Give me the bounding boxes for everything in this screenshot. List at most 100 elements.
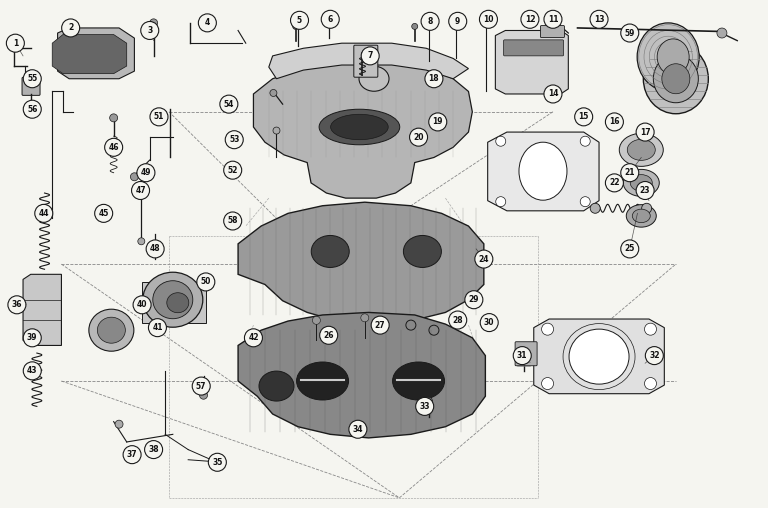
Circle shape [144,440,163,459]
Circle shape [480,313,498,332]
Circle shape [244,329,263,347]
Circle shape [590,203,601,213]
Circle shape [449,311,467,329]
FancyBboxPatch shape [515,342,537,366]
Text: 48: 48 [150,244,161,253]
Text: 57: 57 [196,382,207,391]
Polygon shape [23,274,61,345]
Circle shape [636,181,654,200]
Text: 1: 1 [13,39,18,48]
Circle shape [541,377,554,390]
Text: 53: 53 [229,135,240,144]
Text: 19: 19 [432,117,443,126]
Ellipse shape [627,139,655,161]
Circle shape [717,28,727,38]
Circle shape [495,197,506,207]
Circle shape [137,238,145,245]
Circle shape [192,377,210,395]
Text: 34: 34 [353,425,363,434]
Circle shape [605,174,624,192]
Text: 23: 23 [640,186,650,195]
Polygon shape [488,132,599,211]
Circle shape [544,85,562,103]
Circle shape [429,113,447,131]
Text: 27: 27 [375,321,386,330]
Text: 11: 11 [548,15,558,24]
Circle shape [425,397,432,405]
Text: 36: 36 [12,300,22,309]
Circle shape [521,10,539,28]
Circle shape [621,164,639,182]
Text: 15: 15 [578,112,589,121]
Circle shape [270,89,277,97]
Text: 25: 25 [624,244,635,253]
Text: 28: 28 [452,315,463,325]
Circle shape [465,291,483,309]
Text: 18: 18 [429,74,439,83]
Ellipse shape [143,272,203,327]
Circle shape [449,12,467,30]
Ellipse shape [403,236,442,267]
Text: 24: 24 [478,255,489,264]
Circle shape [605,113,624,131]
Text: 8: 8 [428,17,432,26]
Text: 51: 51 [154,112,164,121]
Ellipse shape [654,55,698,103]
Text: 35: 35 [212,458,223,467]
Text: 54: 54 [223,100,234,109]
FancyBboxPatch shape [504,40,564,56]
Polygon shape [253,61,472,198]
Text: 21: 21 [624,168,635,177]
Circle shape [574,108,593,126]
Circle shape [590,10,608,28]
Circle shape [645,346,664,365]
Polygon shape [52,35,127,74]
Circle shape [137,164,155,182]
Ellipse shape [330,114,389,140]
Ellipse shape [626,205,657,227]
Text: 12: 12 [525,15,535,24]
Circle shape [150,19,157,27]
Text: 30: 30 [484,318,495,327]
Text: 44: 44 [38,209,49,218]
Polygon shape [58,28,134,79]
Circle shape [513,346,531,365]
Text: 4: 4 [205,18,210,27]
Circle shape [23,329,41,347]
Circle shape [295,16,301,22]
Ellipse shape [259,371,294,401]
Ellipse shape [569,329,629,384]
Text: 31: 31 [517,351,528,360]
Text: 10: 10 [483,15,494,24]
Circle shape [544,10,562,28]
Circle shape [371,316,389,334]
Text: 9: 9 [455,17,460,26]
Circle shape [133,296,151,314]
Text: 7: 7 [368,51,372,60]
Text: 41: 41 [152,323,163,332]
Circle shape [580,197,591,207]
Circle shape [412,23,418,29]
Text: 39: 39 [27,333,38,342]
Text: 6: 6 [328,15,333,24]
Circle shape [200,391,207,399]
FancyBboxPatch shape [541,25,564,38]
Circle shape [483,18,489,24]
Circle shape [273,127,280,134]
Text: 45: 45 [98,209,109,218]
Text: 22: 22 [609,178,620,187]
Text: 37: 37 [127,450,137,459]
Circle shape [197,273,215,291]
Ellipse shape [619,134,664,166]
Circle shape [541,323,554,335]
Text: 46: 46 [108,143,119,152]
FancyBboxPatch shape [354,45,378,77]
Circle shape [35,204,53,223]
Circle shape [137,172,145,179]
Circle shape [421,12,439,30]
Circle shape [131,181,150,200]
Circle shape [23,70,41,88]
Circle shape [148,319,167,337]
FancyBboxPatch shape [22,77,40,96]
Ellipse shape [632,209,650,223]
